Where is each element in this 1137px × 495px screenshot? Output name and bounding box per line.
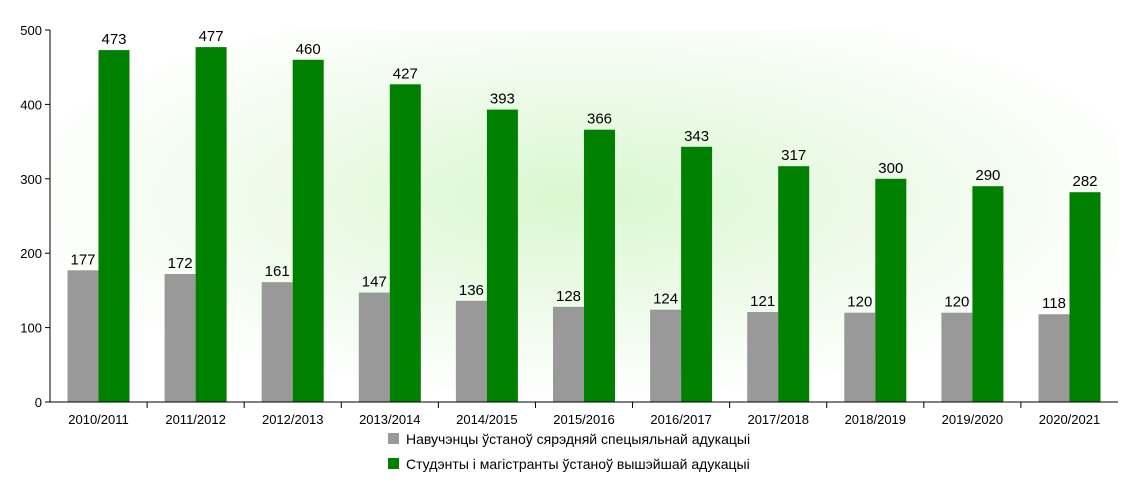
y-tick-label: 400: [20, 97, 42, 112]
x-tick-label: 2016/2017: [650, 412, 711, 427]
data-label: 343: [684, 128, 709, 145]
data-label: 427: [393, 65, 418, 82]
data-label: 290: [975, 167, 1000, 184]
bar-series1-2015-2016: [553, 306, 584, 402]
x-tick-label: 2018/2019: [845, 412, 906, 427]
data-label: 128: [556, 288, 581, 305]
bar-series2-2012-2013: [292, 59, 324, 403]
y-tick-label: 200: [20, 246, 42, 261]
x-tick-label: 2013/2014: [359, 412, 420, 427]
data-label: 477: [199, 28, 224, 45]
y-tick-label: 300: [20, 172, 42, 187]
bar-series2-2018-2019: [875, 178, 907, 402]
data-label: 161: [265, 263, 290, 280]
bar-series2-2016-2017: [681, 146, 713, 402]
x-tick-label: 2012/2013: [262, 412, 323, 427]
y-tick-label: 500: [20, 23, 42, 38]
x-tick-label: 2019/2020: [942, 412, 1003, 427]
data-label: 118: [1042, 295, 1066, 312]
bar-series2-2013-2014: [389, 84, 421, 403]
data-label: 121: [750, 293, 775, 310]
bar-series2-2017-2018: [778, 166, 810, 402]
data-label: 120: [847, 294, 872, 311]
data-label: 460: [296, 41, 321, 58]
x-tick-label: 2010/2011: [68, 412, 129, 427]
data-label: 120: [944, 294, 969, 311]
bar-series2-2015-2016: [584, 129, 615, 402]
legend-label-2: Студэнты і магістранты ўстаноў вышэйшай …: [406, 456, 750, 472]
y-tick-label: 0: [35, 395, 42, 410]
data-label: 147: [362, 274, 387, 291]
bar-series1-2013-2014: [358, 292, 390, 402]
bar-series1-2010-2011: [67, 270, 99, 402]
y-tick-label: 100: [20, 321, 42, 336]
x-tick-label: 2020/2021: [1039, 412, 1100, 427]
bar-series1-2012-2013: [261, 282, 293, 402]
bar-series2-2010-2011: [98, 50, 130, 402]
data-label: 317: [781, 147, 806, 164]
x-tick-label: 2014/2015: [456, 412, 517, 427]
bar-series2-2011-2012: [195, 47, 227, 402]
x-tick-label: 2015/2016: [553, 412, 614, 427]
bar-series1-2016-2017: [650, 309, 682, 402]
x-tick-label: 2011/2012: [165, 412, 226, 427]
data-label: 282: [1072, 173, 1097, 190]
legend-swatch-2: [388, 458, 399, 469]
data-label: 177: [70, 251, 95, 268]
data-label: 172: [168, 255, 193, 272]
data-label: 366: [587, 111, 612, 128]
data-label: 124: [653, 291, 678, 308]
legend-label-1: Навучэнцы ўстаноў сярэдняй спецыяльнай а…: [406, 431, 750, 447]
bar-series1-2011-2012: [164, 274, 196, 402]
data-label: 393: [490, 91, 515, 108]
data-label: 136: [459, 282, 484, 299]
x-tick-label: 2017/2018: [747, 412, 808, 427]
bar-series1-2018-2019: [844, 312, 876, 402]
bar-series1-2019-2020: [941, 312, 973, 402]
bar-series2-2020-2021: [1069, 192, 1101, 402]
bar-series1-2017-2018: [747, 312, 779, 402]
bar-series1-2014-2015: [455, 300, 487, 402]
bar-series2-2014-2015: [486, 109, 518, 402]
data-label: 473: [101, 31, 126, 48]
bar-series1-2020-2021: [1038, 314, 1070, 402]
bar-series2-2019-2020: [972, 186, 1004, 402]
data-label: 300: [878, 160, 903, 177]
legend-swatch-1: [388, 433, 399, 444]
